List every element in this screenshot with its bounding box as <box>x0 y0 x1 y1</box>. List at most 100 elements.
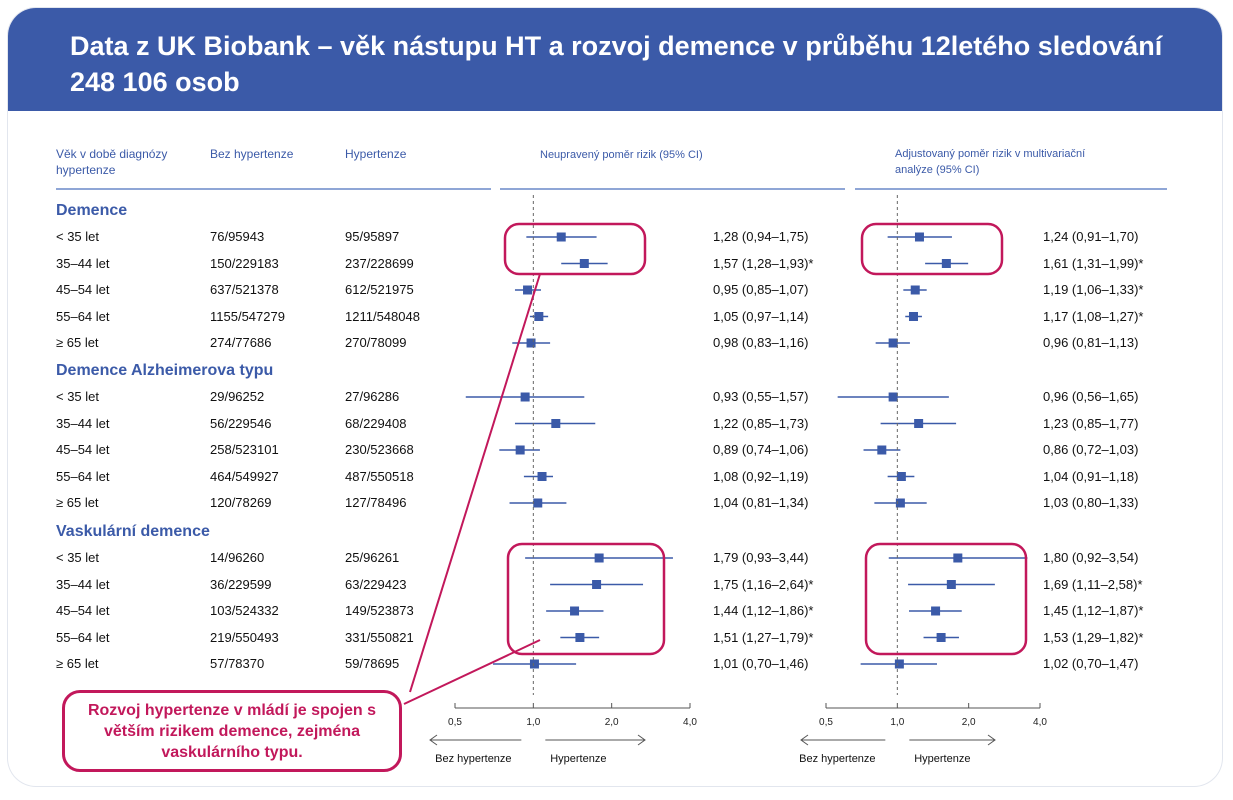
adj-label: 1,53 (1,29–1,82)* <box>1043 629 1144 645</box>
callout-connector <box>403 639 541 705</box>
unadj-point <box>534 312 544 321</box>
unadj-tick-label: 0,5 <box>448 717 462 728</box>
no-ht-cell: 274/77686 <box>210 335 272 350</box>
unadj-label: 1,44 (1,12–1,86)* <box>713 603 814 618</box>
callout-text: Rozvoj hypertenze v mládí je spojen s vě… <box>87 701 377 761</box>
no-ht-cell: 150/229183 <box>210 255 279 271</box>
unadj-point <box>537 472 547 481</box>
adj-label: 1,03 (0,80–1,33) <box>1043 495 1139 510</box>
adj-label: 1,02 (0,70–1,47) <box>1043 656 1139 671</box>
header-adjusted: Adjustovaný poměr rizik v multivariační … <box>895 148 1086 176</box>
no-ht-cell: 76/95943 <box>210 229 265 244</box>
ht-cell: 95/95897 <box>345 229 400 244</box>
unadj-label: 1,01 (0,70–1,46) <box>713 656 809 671</box>
ht-cell: 487/550518 <box>345 468 414 484</box>
adj-label: 0,96 (0,81–1,13) <box>1043 335 1139 350</box>
unadj-point <box>523 285 533 295</box>
adj-point <box>910 285 920 295</box>
ht-cell: 59/78695 <box>345 656 400 671</box>
age-cell: 55–64 let <box>56 629 110 645</box>
unadj-point <box>575 633 585 642</box>
age-cell: 55–64 let <box>56 468 110 484</box>
ht-cell: 1211/548048 <box>345 308 420 324</box>
adj-tick-label: 4,0 <box>1033 717 1047 728</box>
unadj-right-arrow <box>545 734 646 746</box>
unadj-point <box>551 419 561 428</box>
adj-label: 1,61 (1,31–1,99)* <box>1043 255 1144 271</box>
ht-cell: 270/78099 <box>345 335 407 350</box>
no-ht-cell: 36/229599 <box>210 576 272 592</box>
age-cell: 35–44 let <box>56 576 110 592</box>
unadj-point <box>579 259 589 268</box>
age-cell: ≥ 65 let <box>56 656 99 671</box>
header-rule-right <box>855 188 1167 190</box>
age-cell: 45–54 let <box>56 603 110 618</box>
unadj-point <box>526 338 536 348</box>
ht-cell: 612/521975 <box>345 282 414 297</box>
age-cell: ≥ 65 let <box>56 495 99 510</box>
group-heading: Vaskulární demence <box>56 523 210 540</box>
age-cell: < 35 let <box>56 389 100 404</box>
unadj-label: 0,89 (0,74–1,06) <box>713 442 809 457</box>
header-ht: Hypertenze <box>345 147 407 161</box>
callout-connector <box>409 273 541 693</box>
unadj-label: 1,22 (0,85–1,73) <box>713 415 809 431</box>
age-cell: 35–44 let <box>56 415 110 431</box>
ht-cell: 149/523873 <box>345 603 414 618</box>
adj-point <box>877 445 887 455</box>
adj-label: 1,19 (1,06–1,33)* <box>1043 282 1144 297</box>
age-cell: ≥ 65 let <box>56 335 99 350</box>
unadj-tick-label: 2,0 <box>605 717 619 728</box>
adj-point <box>888 392 898 402</box>
no-ht-cell: 637/521378 <box>210 282 279 297</box>
ht-cell: 68/229408 <box>345 415 407 431</box>
highlight-box <box>506 542 666 656</box>
header-rule-left <box>56 188 491 190</box>
ht-cell: 25/96261 <box>345 550 400 565</box>
unadj-point <box>533 498 543 508</box>
adj-label: 0,96 (0,56–1,65) <box>1043 389 1139 404</box>
unadj-point <box>515 445 525 455</box>
adj-point <box>894 659 904 669</box>
adj-right-arrow <box>909 734 996 746</box>
no-ht-cell: 120/78269 <box>210 495 272 510</box>
no-ht-cell: 1155/547279 <box>210 308 285 324</box>
no-ht-cell: 57/78370 <box>210 656 265 671</box>
adj-point <box>953 553 963 563</box>
adj-point <box>888 338 898 348</box>
ht-cell: 230/523668 <box>345 442 414 457</box>
ht-cell: 237/228699 <box>345 255 414 271</box>
unadj-label: 1,04 (0,81–1,34) <box>713 495 809 510</box>
unadj-label: 0,95 (0,85–1,07) <box>713 282 809 297</box>
age-cell: 35–44 let <box>56 255 110 271</box>
adj-tick-label: 0,5 <box>819 717 833 728</box>
unadj-point <box>529 659 539 669</box>
unadj-label: 0,93 (0,55–1,57) <box>713 389 809 404</box>
unadj-left-arrow <box>429 734 522 746</box>
adj-point <box>936 633 946 642</box>
adj-left-arrow <box>800 734 886 746</box>
adj-label: 1,24 (0,91–1,70) <box>1043 229 1139 244</box>
ht-cell: 331/550821 <box>345 629 414 645</box>
unadj-label: 1,57 (1,28–1,93)* <box>713 255 814 271</box>
adj-point <box>908 312 918 321</box>
unadj-left-axis-label: Bez hypertenze <box>435 753 511 765</box>
highlight-box <box>864 542 1028 656</box>
no-ht-cell: 464/549927 <box>210 468 279 484</box>
no-ht-cell: 56/229546 <box>210 415 272 431</box>
age-cell: < 35 let <box>56 229 100 244</box>
no-ht-cell: 103/524332 <box>210 603 279 618</box>
unadj-label: 1,79 (0,93–3,44) <box>713 550 809 565</box>
ht-cell: 127/78496 <box>345 495 407 510</box>
adj-left-axis-label: Bez hypertenze <box>799 753 875 765</box>
unadj-point <box>592 580 602 589</box>
highlight-box <box>503 222 647 276</box>
adj-right-axis-label: Hypertenze <box>914 753 970 765</box>
group-heading: Demence Alzheimerova typu <box>56 362 274 379</box>
no-ht-cell: 14/96260 <box>210 550 265 565</box>
ht-cell: 27/96286 <box>345 389 400 404</box>
adj-point <box>946 580 956 589</box>
no-ht-cell: 258/523101 <box>210 442 279 457</box>
unadj-point <box>570 606 580 616</box>
